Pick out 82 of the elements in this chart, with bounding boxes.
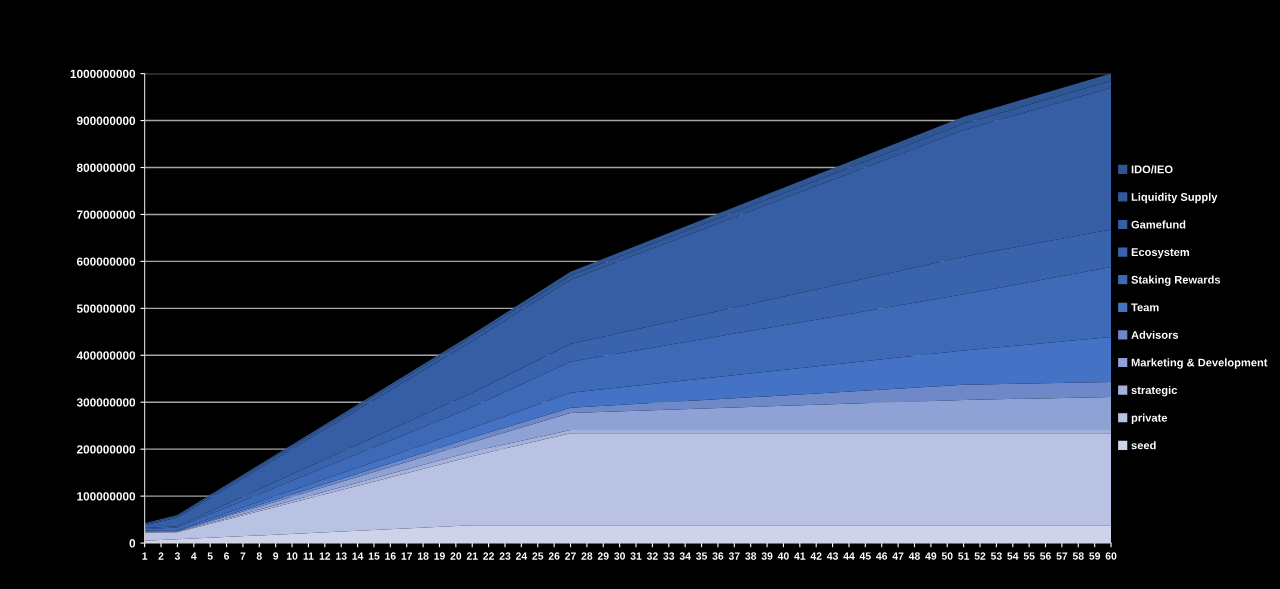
- y-tick-label: 400000000: [76, 351, 136, 360]
- x-tick-label: 19: [434, 552, 445, 560]
- x-tick-label: 38: [745, 552, 757, 560]
- x-tick-label: 47: [892, 552, 904, 560]
- y-tick-label: 100000000: [77, 492, 136, 501]
- x-tick-label: 29: [597, 552, 609, 560]
- y-tick-label: 300000000: [76, 398, 136, 407]
- x-tick-label: 10: [286, 552, 298, 560]
- x-tick-label: 37: [728, 552, 740, 560]
- x-tick-label: 6: [224, 552, 230, 560]
- x-tick-label: 13: [336, 552, 347, 560]
- x-tick-label: 35: [696, 552, 708, 560]
- x-tick-label: 33: [663, 552, 675, 560]
- x-tick-label: 18: [417, 552, 429, 560]
- y-tick-label: 0: [129, 539, 136, 548]
- y-tick-label: 900000000: [76, 116, 136, 125]
- x-tick-label: 52: [974, 552, 986, 560]
- x-tick-label: 51: [958, 552, 970, 560]
- x-tick-label: 53: [990, 552, 1002, 560]
- legend-label: Gamefund: [1131, 220, 1186, 229]
- x-tick-label: 44: [843, 552, 855, 560]
- x-tick-label: 30: [614, 552, 626, 560]
- x-tick-label: 4: [191, 552, 197, 560]
- x-tick-label: 50: [941, 552, 953, 560]
- x-tick-label: 5: [207, 552, 213, 560]
- x-tick-label: 34: [679, 552, 691, 560]
- x-tick-label: 11: [303, 552, 314, 560]
- x-tick-label: 46: [876, 552, 888, 560]
- x-tick-label: 49: [925, 552, 937, 560]
- x-tick-label: 9: [273, 552, 279, 560]
- x-tick-label: 32: [646, 552, 658, 560]
- legend-label: Liquidity Supply: [1131, 192, 1218, 204]
- x-tick-label: 1: [142, 552, 148, 560]
- x-tick-label: 3: [174, 552, 180, 560]
- x-tick-label: 48: [908, 552, 920, 560]
- x-tick-label: 31: [630, 552, 642, 560]
- legend-label: Marketing & Development: [1131, 358, 1268, 369]
- legend-label: Ecosystem: [1131, 248, 1190, 259]
- x-tick-label: 28: [581, 552, 593, 560]
- y-tick-label: 600000000: [76, 257, 136, 266]
- x-tick-label: 45: [859, 552, 871, 560]
- x-tick-label: 24: [515, 552, 528, 560]
- x-tick-label: 20: [450, 552, 462, 560]
- legend-label: Advisors: [1131, 330, 1179, 339]
- x-tick-label: 40: [777, 552, 789, 560]
- y-tick-label: 500000000: [76, 304, 136, 313]
- x-tick-label: 55: [1023, 552, 1035, 560]
- x-tick-label: 15: [368, 552, 380, 560]
- legend-label: seed: [1131, 441, 1156, 450]
- x-tick-label: 17: [401, 552, 413, 560]
- legend-label: private: [1131, 413, 1168, 424]
- x-tick-label: 26: [548, 552, 560, 560]
- x-tick-label: 8: [256, 552, 262, 560]
- x-tick-label: 54: [1007, 552, 1019, 560]
- x-tick-label: 56: [1040, 552, 1051, 560]
- y-tick-label: 1000000000: [70, 69, 136, 79]
- x-tick-label: 43: [826, 552, 838, 560]
- x-tick-label: 58: [1072, 552, 1084, 560]
- legend-label: strategic: [1131, 385, 1178, 397]
- x-tick-label: 23: [499, 552, 511, 560]
- x-tick-label: 36: [712, 552, 724, 560]
- x-tick-label: 25: [532, 552, 544, 560]
- x-tick-label: 16: [385, 552, 396, 560]
- legend-label: Team: [1131, 303, 1159, 312]
- y-tick-label: 800000000: [76, 163, 136, 172]
- y-tick-label: 200000000: [76, 445, 136, 454]
- x-tick-label: 59: [1089, 552, 1101, 560]
- x-tick-label: 41: [794, 552, 806, 560]
- x-tick-label: 60: [1105, 552, 1117, 560]
- x-tick-label: 57: [1056, 552, 1068, 560]
- y-tick-label: 700000000: [77, 210, 136, 219]
- legend-label: Staking Rewards: [1131, 275, 1221, 286]
- x-tick-label: 22: [483, 552, 494, 560]
- x-tick-label: 27: [565, 552, 576, 560]
- x-tick-label: 39: [761, 552, 773, 560]
- x-tick-label: 12: [319, 552, 331, 560]
- legend-label: IDO/IEO: [1131, 165, 1173, 174]
- x-tick-label: 42: [810, 552, 822, 560]
- x-tick-label: 2: [158, 552, 164, 560]
- x-tick-label: 21: [466, 552, 478, 560]
- x-tick-label: 14: [352, 552, 364, 560]
- x-tick-label: 7: [240, 552, 246, 560]
